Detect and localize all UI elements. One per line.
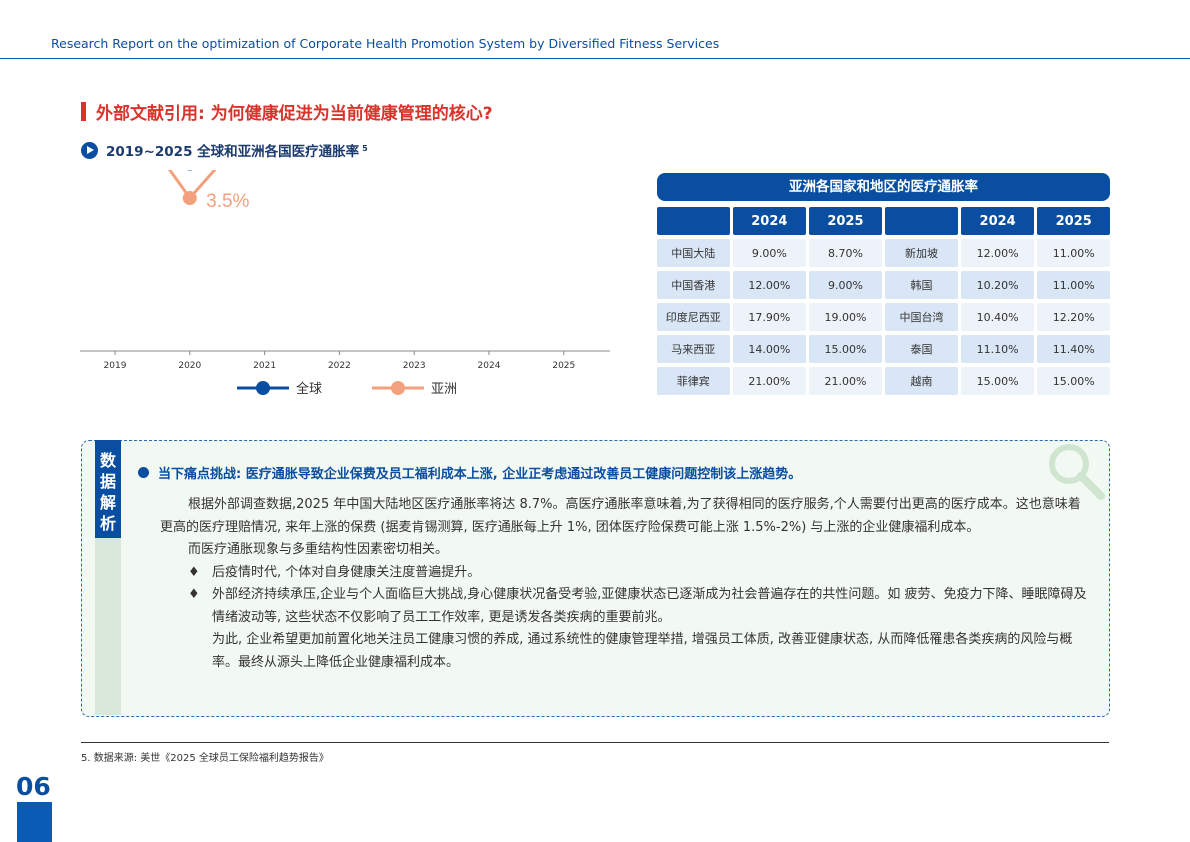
bullet-text: 外部经济持续承压,企业与个人面临巨大挑战,身心健康状况备受考验,亚健康状态已逐渐… (212, 587, 1087, 625)
diamond-bullet-icon: ♦ (188, 564, 200, 580)
x-tick-label: 2021 (253, 361, 276, 371)
magnifier-icon (1049, 444, 1105, 500)
section-heading: 外部文献引用: 为何健康促进为当前健康管理的核心? (81, 99, 493, 124)
table-region-cell: 印度尼西亚 (657, 303, 730, 331)
bullet-item: ♦ 外部经济持续承压,企业与个人面临巨大挑战,身心健康状况备受考验,亚健康状态已… (160, 584, 1088, 629)
table-value-cell: 15.00% (809, 335, 882, 363)
table-value-cell: 11.40% (1037, 335, 1110, 363)
footnote-ref: 5 (362, 143, 368, 153)
chart-title-text: 2019~2025 全球和亚洲各国医疗通胀率 (106, 144, 360, 160)
table-region-cell: 新加坡 (885, 239, 958, 267)
table-header-cell (885, 207, 958, 235)
paragraph: 为此, 企业希望更加前置化地关注员工健康习惯的养成, 通过系统性的健康管理举措,… (212, 632, 1073, 670)
table-region-cell: 泰国 (885, 335, 958, 363)
tab-label-char: 解 (99, 493, 116, 512)
table-region-cell: 中国大陆 (657, 239, 730, 267)
data-label: 3.5% (206, 191, 249, 212)
table-header-cell: 2024 (733, 207, 806, 235)
table-value-cell: 17.90% (733, 303, 806, 331)
inflation-line-chart: 20192020202120222023202420259.7%5.7%10.1… (80, 170, 610, 397)
table-header-cell: 2024 (961, 207, 1034, 235)
table-value-cell: 11.10% (961, 335, 1034, 363)
tab-label-char: 据 (99, 472, 116, 491)
analysis-body: 根据外部调查数据,2025 年中国大陆地区医疗通胀率将达 8.7%。高医疗通胀率… (160, 494, 1088, 674)
table-region-cell: 菲律宾 (657, 367, 730, 395)
bullet-item: ♦ 后疫情时代, 个体对自身健康关注度普遍提升。 (160, 562, 1088, 585)
inflation-table: 2024 2025 2024 2025 中国大陆 9.00% 8.70% 新加坡 12.00% 1… (657, 207, 1110, 395)
table-value-cell: 12.00% (733, 271, 806, 299)
header-divider (0, 58, 1190, 59)
table-value-cell: 21.00% (809, 367, 882, 395)
x-tick-label: 2023 (403, 361, 426, 371)
table-value-cell: 15.00% (961, 367, 1034, 395)
analysis-tab-label: 数据解析 (95, 440, 121, 538)
report-header-title: Research Report on the optimization of C… (51, 36, 720, 51)
table-value-cell: 15.00% (1037, 367, 1110, 395)
table-value-cell: 11.00% (1037, 271, 1110, 299)
table-region-cell: 马来西亚 (657, 335, 730, 363)
paragraph: 而医疗通胀现象与多重结构性因素密切相关。 (188, 542, 449, 557)
x-tick-label: 2020 (178, 361, 201, 371)
tab-label-char: 析 (99, 514, 116, 533)
section-heading-text: 外部文献引用: 为何健康促进为当前健康管理的核心? (96, 104, 493, 124)
heading-accent-bar (81, 102, 86, 121)
table-region-cell: 中国香港 (657, 271, 730, 299)
analysis-heading-text: 当下痛点挑战: 医疗通胀导致企业保费及员工福利成本上涨, 企业正考虑通过改善员工… (158, 467, 802, 482)
table-region-cell: 越南 (885, 367, 958, 395)
diamond-bullet-icon: ♦ (188, 587, 200, 602)
table-value-cell: 9.00% (733, 239, 806, 267)
table-header-cell: 2025 (1037, 207, 1110, 235)
analysis-heading: 当下痛点挑战: 医疗通胀导致企业保费及员工福利成本上涨, 企业正考虑通过改善员工… (138, 463, 801, 482)
chart-title: 2019~2025 全球和亚洲各国医疗通胀率 5 (106, 140, 368, 161)
footnote: 5. 数据来源: 美世《2025 全球员工保险福利趋势报告》 (81, 753, 329, 764)
analysis-panel (81, 440, 1110, 717)
table-value-cell: 8.70% (809, 239, 882, 267)
x-tick-label: 2024 (478, 361, 501, 371)
x-tick-label: 2019 (104, 361, 127, 371)
x-tick-label: 2022 (328, 361, 351, 371)
tab-label-char: 数 (99, 451, 116, 470)
table-value-cell: 11.00% (1037, 239, 1110, 267)
table-value-cell: 10.20% (961, 271, 1034, 299)
table-value-cell: 12.00% (961, 239, 1034, 267)
x-tick-label: 2025 (552, 361, 575, 371)
legend-label: 亚洲 (431, 382, 457, 397)
page-number-block (17, 802, 52, 842)
table-region-cell: 韩国 (885, 271, 958, 299)
table-value-cell: 10.40% (961, 303, 1034, 331)
page-number: 06 (16, 772, 51, 801)
table-value-cell: 9.00% (809, 271, 882, 299)
table-value-cell: 12.20% (1037, 303, 1110, 331)
bullet-dot-icon (138, 467, 149, 478)
legend-marker (391, 381, 405, 395)
table-value-cell: 19.00% (809, 303, 882, 331)
table-header-cell: 2025 (809, 207, 882, 235)
paragraph: 根据外部调查数据,2025 年中国大陆地区医疗通胀率将达 8.7%。高医疗通胀率… (160, 497, 1081, 535)
table-value-cell: 14.00% (733, 335, 806, 363)
data-point (187, 170, 193, 171)
table-title: 亚洲各国家和地区的医疗通胀率 (657, 173, 1110, 201)
chart-heading: 2019~2025 全球和亚洲各国医疗通胀率 5 (81, 140, 368, 160)
table-region-cell: 中国台湾 (885, 303, 958, 331)
legend-label: 全球 (296, 381, 322, 397)
bullet-text: 后疫情时代, 个体对自身健康关注度普遍提升。 (212, 564, 481, 580)
footnote-divider (81, 742, 1109, 743)
play-icon (81, 141, 98, 159)
series-line-solid (168, 170, 217, 200)
data-point (182, 191, 197, 206)
table-value-cell: 21.00% (733, 367, 806, 395)
legend-marker (256, 381, 270, 395)
table-header-cell (657, 207, 730, 235)
